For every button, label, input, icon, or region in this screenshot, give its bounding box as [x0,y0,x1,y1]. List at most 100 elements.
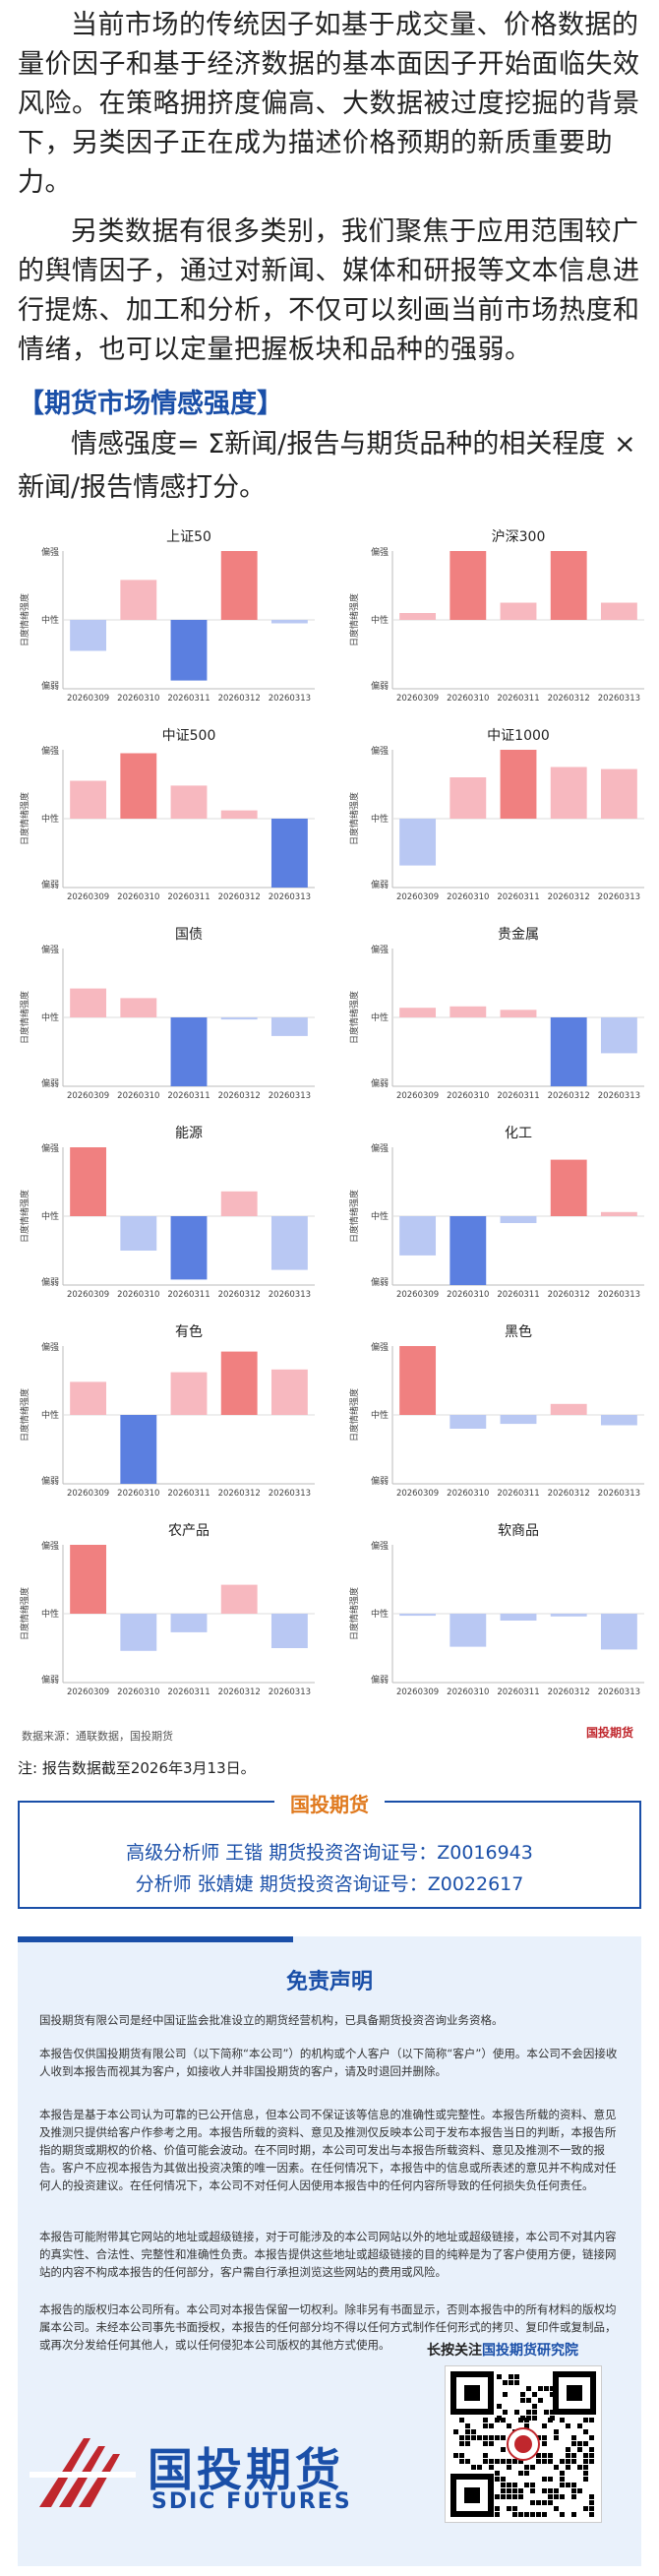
chart-bar [500,1415,537,1425]
x-tick-label: 20260310 [117,694,159,704]
chart-title: 贵金属 [498,927,539,943]
chart-bar [500,1614,537,1621]
x-tick-label: 20260310 [447,1687,489,1697]
qr-module [524,2483,529,2487]
y-tick-mid: 中性 [41,1210,59,1222]
chart-bar [449,777,487,819]
y-tick-top: 偏强 [41,1341,59,1353]
x-tick-label: 20260311 [167,1290,210,1300]
x-tick-label: 20260313 [269,694,311,704]
qr-module [536,2453,541,2458]
chart-bar [120,1216,157,1251]
y-tick-bottom: 偏弱 [41,1674,59,1686]
qr-module [495,2512,500,2517]
disclaimer-accent-bar [18,1936,293,1942]
qr-module [471,2429,476,2434]
x-tick-label: 20260312 [548,1290,590,1300]
qr-module [495,2435,500,2440]
x-tick-label: 20260309 [67,1290,109,1300]
qr-module [577,2441,582,2446]
chart-bar [550,1159,587,1216]
qr-module [589,2506,594,2511]
analyst-box: 国投期货 高级分析师 王锴 期货投资咨询证号：Z0016943 分析师 张婧婕 … [18,1789,641,1909]
qr-module [548,2477,553,2482]
y-axis-label: 日度情绪强度 [348,1190,360,1243]
qr-code-graphic [450,2371,596,2517]
y-axis-label: 日度情绪强度 [348,792,360,845]
x-tick-label: 20260309 [396,1489,439,1499]
qr-module [550,2410,555,2415]
chart-bar [270,1216,308,1270]
chart-bar [550,1614,587,1617]
x-tick-label: 20260313 [598,1489,640,1499]
qr-module [507,2465,511,2470]
qr-module [571,2494,576,2499]
chart-bar [220,551,258,620]
qr-module [589,2512,594,2517]
x-tick-label: 20260313 [598,694,640,704]
x-tick-label: 20260309 [396,694,439,704]
qr-module [483,2435,488,2440]
qr-module [507,2494,511,2499]
chart-bar [120,998,157,1017]
qr-module [542,2441,547,2446]
qr-module [518,2488,523,2493]
y-axis-label: 日度情绪强度 [19,792,30,845]
analyst-line-1: 高级分析师 王锴 期货投资咨询证号：Z0016943 [126,1842,533,1864]
x-tick-label: 20260311 [167,1687,210,1697]
qr-module [532,2410,537,2415]
qr-module [520,2416,525,2421]
disclaimer-p4: 本报告可能附带其它网站的地址或超级链接，对于可能涉及的本公司网站以外的地址或超级… [39,2230,617,2279]
y-tick-mid: 中性 [41,614,59,626]
chart-title: 中证500 [162,728,216,744]
qr-module [501,2418,506,2423]
chart-bar [500,1216,537,1223]
x-tick-label: 20260309 [67,892,109,902]
qr-module [524,2423,529,2428]
y-tick-mid: 中性 [371,614,389,626]
y-tick-bottom: 偏弱 [371,1674,389,1686]
qr-module [501,2477,506,2482]
qr-code[interactable] [445,2365,602,2523]
small-logo-text: 国投期货 [585,1726,633,1740]
chart-bar [500,602,537,620]
qr-module [518,2459,523,2464]
qr-module [589,2459,594,2464]
y-tick-bottom: 偏弱 [41,1475,59,1487]
y-axis-label: 日度情绪强度 [348,991,360,1044]
chart-title: 有色 [175,1323,203,1340]
chart-title: 能源 [175,1126,203,1141]
chart-bar [220,1191,258,1216]
disclaimer-title: 免责声明 [285,1970,373,1994]
qr-module [512,2488,517,2493]
qr-module [589,2435,594,2440]
qr-module [489,2465,494,2470]
qr-module [560,2483,565,2487]
intro-paragraph-2: 另类数据有很多类别，我们聚焦于应用范围较广的舆情因子，通过对新闻、媒体和研报等文… [18,216,640,365]
chart-bar [70,780,107,819]
y-tick-top: 偏强 [371,1142,389,1154]
sentiment-charts-grid: 上证50 日度情绪强度 偏强 中性 偏弱 20260309 20260310 20260311… [0,525,659,1775]
qr-module [566,2465,570,2470]
y-axis-label: 日度情绪强度 [19,1388,30,1441]
qr-module [514,2374,519,2379]
y-tick-top: 偏强 [41,1540,59,1552]
qr-module [560,2471,565,2476]
y-tick-bottom: 偏弱 [371,1475,389,1487]
qr-module [566,2483,570,2487]
chart-bar [70,1147,107,1216]
qr-module [583,2453,588,2458]
qr-module [507,2488,511,2493]
qr-module [536,2512,541,2517]
chart-title: 化工 [505,1126,532,1141]
qr-module [501,2494,506,2499]
chart-bar [70,988,107,1017]
qr-module [577,2423,582,2428]
chart-bar [220,1017,258,1020]
follow-name: 国投期货研究院 [482,2343,578,2359]
y-tick-bottom: 偏弱 [41,879,59,890]
